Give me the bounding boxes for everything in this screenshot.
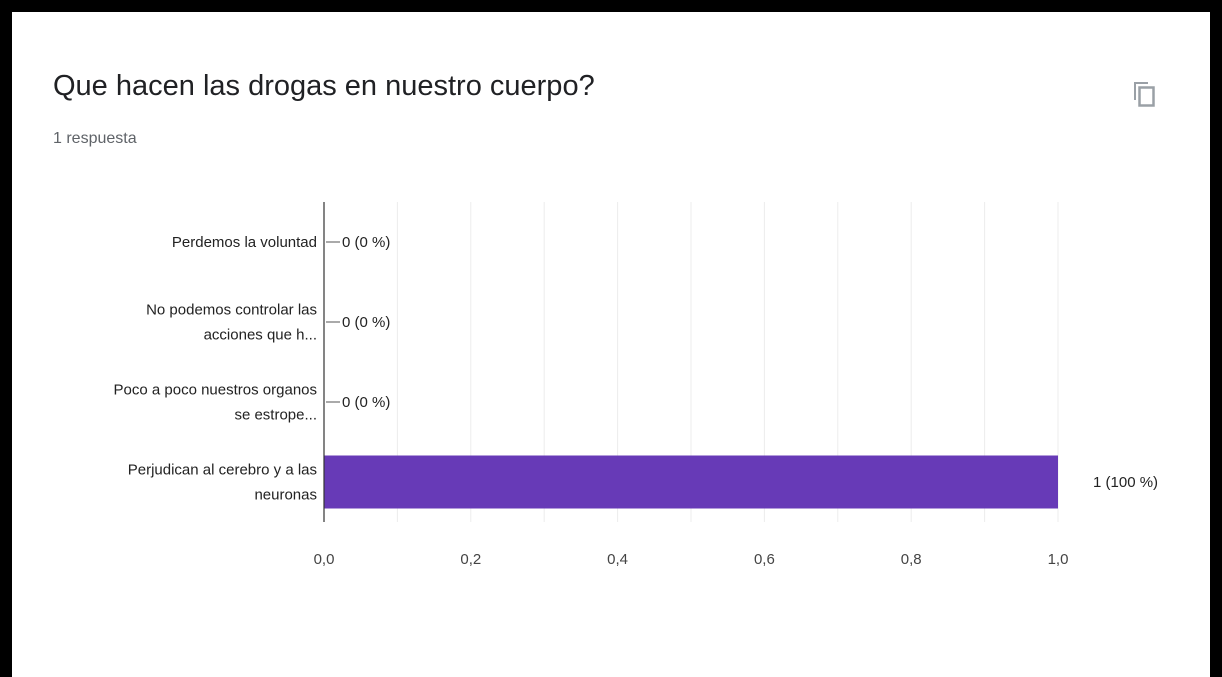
x-tick-label: 0,2 (460, 551, 481, 568)
x-tick-label: 0,0 (314, 551, 335, 568)
bar-chart: Perdemos la voluntad 0 (0 %) No podemos co… (114, 202, 1158, 568)
value-label: 0 (0 %) (342, 394, 390, 411)
category-label: neuronas (254, 487, 317, 504)
category-label: Perdemos la voluntad (172, 234, 317, 251)
chart-card: Que hacen las drogas en nuestro cuerpo? … (12, 12, 1210, 677)
category-label: No podemos controlar las (146, 302, 317, 319)
x-tick-label: 0,8 (901, 551, 922, 568)
category-label: Poco a poco nuestros organos (114, 382, 317, 399)
bar (324, 455, 1058, 509)
question-title: Que hacen las drogas en nuestro cuerpo? (53, 70, 595, 102)
copy-icon[interactable] (1130, 78, 1158, 110)
value-label: 1 (100 %) (1093, 474, 1158, 491)
x-tick-label: 0,4 (607, 551, 628, 568)
value-label: 0 (0 %) (342, 314, 390, 331)
x-tick-label: 1,0 (1048, 551, 1069, 568)
category-label: acciones que h... (204, 327, 317, 344)
response-count: 1 respuesta (53, 130, 137, 147)
value-label: 0 (0 %) (342, 234, 390, 251)
x-tick-label: 0,6 (754, 551, 775, 568)
category-label: se estrope... (234, 407, 317, 424)
category-label: Perjudican al cerebro y a las (128, 462, 317, 479)
